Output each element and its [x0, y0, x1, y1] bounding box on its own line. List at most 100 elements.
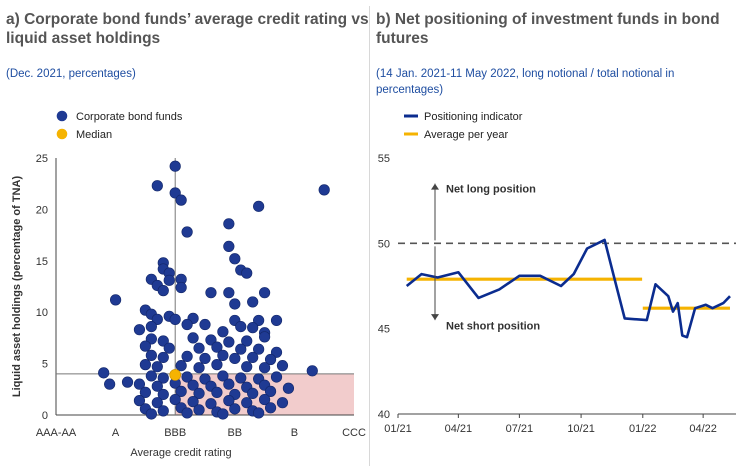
fund-dot — [241, 397, 253, 409]
fund-dot — [235, 343, 247, 355]
x-axis-label: Average credit rating — [130, 447, 231, 459]
fund-dot — [121, 376, 134, 388]
fund-dot — [181, 318, 193, 331]
y-tick-label: 15 — [36, 256, 48, 268]
fund-dot — [241, 361, 253, 373]
y-tick-label: 25 — [36, 153, 48, 165]
fund-dot — [205, 398, 217, 410]
fund-dot — [139, 340, 151, 352]
fund-dot — [241, 267, 253, 279]
legend-median-label: Median — [76, 129, 112, 141]
x-tick-label: 07/21 — [506, 423, 534, 435]
fund-dot — [270, 314, 283, 327]
fund-dot — [223, 240, 235, 253]
fund-dot — [211, 341, 223, 353]
fund-dot — [318, 184, 330, 196]
fund-dot — [157, 335, 169, 347]
fund-dot — [193, 342, 205, 354]
fund-dot — [193, 387, 205, 400]
fund-dot — [145, 320, 157, 333]
y-tick-label: 50 — [378, 238, 390, 250]
fund-dot — [157, 285, 169, 297]
fund-dot — [151, 361, 163, 373]
fund-dot — [205, 287, 217, 299]
fund-dot — [187, 396, 199, 408]
fund-dot — [276, 360, 289, 372]
x-tick-label: CCC — [342, 427, 366, 439]
fund-dot — [163, 342, 175, 354]
fund-dot — [151, 397, 163, 409]
y-tick-label: 40 — [378, 409, 390, 421]
fund-dot — [133, 378, 146, 390]
fund-dot — [133, 324, 146, 336]
fund-dot — [181, 371, 193, 383]
x-tick-label: 04/22 — [689, 423, 717, 435]
fund-dot — [175, 360, 187, 372]
fund-dot — [229, 403, 241, 415]
net-short-annotation: Net short position — [446, 320, 540, 332]
x-tick-label: 01/22 — [629, 423, 657, 435]
fund-dot — [175, 385, 187, 397]
fund-dot — [157, 388, 169, 401]
fund-dot — [259, 287, 271, 299]
fund-dot — [229, 298, 241, 310]
fund-dot — [145, 408, 157, 420]
fund-dot — [187, 379, 199, 391]
median-dot — [169, 369, 181, 381]
fund-dot — [199, 352, 211, 365]
fund-dot — [264, 353, 277, 366]
fund-dot — [259, 393, 271, 406]
x-tick-label: B — [291, 427, 298, 439]
fund-dot — [157, 405, 169, 417]
fund-dot — [264, 402, 277, 414]
fund-dot — [264, 385, 277, 397]
arrow-down-head — [431, 314, 439, 321]
fund-dot — [181, 407, 193, 419]
fund-dot — [145, 333, 157, 345]
fund-dot — [223, 336, 235, 348]
fund-dot — [259, 362, 271, 374]
x-tick-label: 01/21 — [384, 423, 412, 435]
legend-median-dot — [56, 128, 68, 140]
fund-dot — [133, 395, 146, 407]
fund-dot — [229, 352, 241, 365]
fund-dot — [282, 382, 295, 394]
fund-dot — [175, 194, 187, 206]
arrow-up-head — [431, 183, 439, 190]
fund-dot — [157, 372, 169, 384]
fund-dot — [217, 370, 229, 382]
fund-dot — [223, 287, 235, 299]
x-tick-label: A — [112, 427, 120, 439]
fund-dot — [187, 332, 199, 344]
y-axis-label: Liquid asset holdings (percentage of TNA… — [11, 176, 23, 398]
fund-dot — [270, 346, 283, 358]
fund-dot — [235, 320, 247, 333]
legend-average-label: Average per year — [424, 129, 509, 141]
fund-dot — [169, 313, 181, 325]
fund-dot — [157, 351, 169, 364]
x-tick-label: AAA-AA — [36, 427, 77, 439]
fund-dot — [151, 313, 163, 325]
fund-dot — [193, 362, 205, 374]
fund-dot — [145, 349, 157, 361]
fund-dot — [235, 372, 247, 384]
y-tick-label: 5 — [42, 359, 48, 371]
x-tick-label: BB — [227, 427, 242, 439]
fund-dot — [247, 296, 259, 308]
net-long-annotation: Net long position — [446, 184, 536, 196]
fund-dot — [253, 200, 265, 212]
fund-dot — [253, 343, 265, 355]
fund-dot — [169, 160, 181, 172]
fund-dot — [151, 180, 163, 192]
fund-dot — [199, 318, 211, 331]
fund-dot — [223, 218, 235, 230]
fund-dot — [199, 373, 211, 385]
fund-dot — [223, 395, 235, 407]
fund-dot — [205, 334, 217, 346]
x-tick-label: 10/21 — [567, 423, 595, 435]
left-panel-title: a) Corporate bond funds’ average credit … — [6, 11, 369, 47]
fund-dot — [211, 359, 223, 371]
fund-dot — [139, 386, 151, 398]
legend-positioning-label: Positioning indicator — [424, 111, 523, 123]
